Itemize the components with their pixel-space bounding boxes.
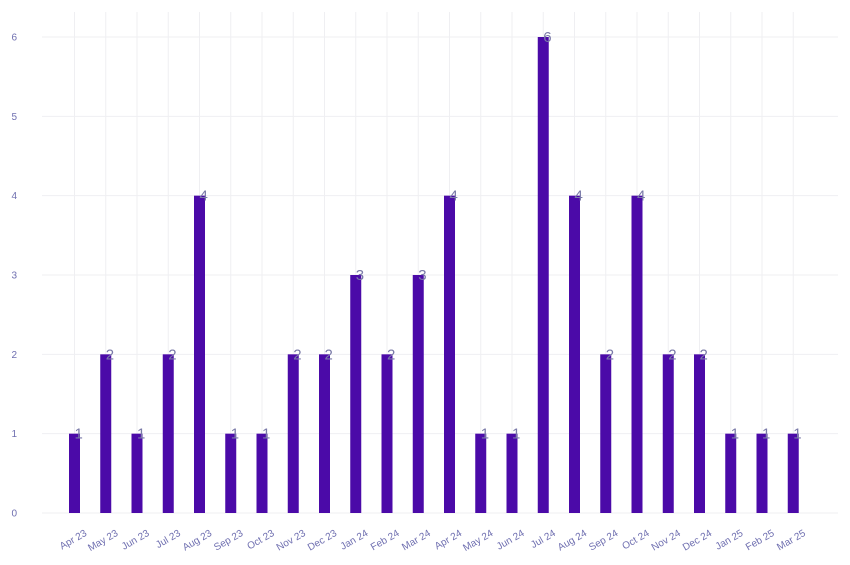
- bar: [444, 195, 455, 513]
- y-tick-label: 6: [11, 33, 17, 44]
- x-tick-label: Jul 24: [529, 528, 558, 551]
- x-tick-label: Oct 23: [245, 528, 276, 552]
- x-tick-label: Mar 24: [400, 528, 433, 553]
- bar: [412, 275, 424, 513]
- bar: [506, 433, 518, 513]
- y-tick-label: 3: [11, 271, 17, 282]
- bar-value-label: 2: [293, 346, 301, 363]
- bar: [319, 354, 330, 513]
- x-tick-label: Sep 24: [587, 528, 620, 554]
- bar-value-label: 4: [450, 188, 458, 205]
- bar-value-label: 3: [356, 267, 364, 284]
- x-tick-label: May 24: [461, 528, 495, 554]
- x-tick-label: Aug 23: [181, 528, 214, 554]
- x-tick-label: Dec 24: [681, 528, 714, 554]
- bar-value-label: 1: [481, 426, 489, 443]
- x-tick-label: Nov 24: [650, 528, 683, 554]
- bar-value-label: 4: [200, 188, 208, 205]
- bar-value-label: 1: [262, 426, 270, 443]
- x-tick-label: Dec 23: [306, 528, 339, 554]
- bar: [131, 433, 143, 513]
- x-tick-label: Sep 23: [212, 528, 245, 554]
- bar: [537, 37, 549, 513]
- x-tick-label: Jun 24: [495, 528, 527, 553]
- bar: [756, 433, 768, 513]
- bar: [225, 433, 237, 513]
- y-tick-label: 4: [11, 191, 17, 202]
- x-tick-label: Aug 24: [556, 528, 589, 554]
- bar-value-label: 1: [793, 426, 801, 443]
- bar: [569, 195, 580, 513]
- bar-value-label: 1: [75, 426, 83, 443]
- x-tick-label: Jan 24: [339, 528, 371, 553]
- bar-value-label: 2: [106, 346, 114, 363]
- bar: [475, 433, 487, 513]
- bar-value-label: 4: [637, 188, 645, 205]
- bar-value-label: 3: [418, 267, 426, 284]
- bar: [100, 354, 112, 513]
- bar: [69, 433, 80, 513]
- bar: [256, 433, 268, 513]
- bar-value-label: 6: [543, 29, 551, 46]
- bar: [662, 354, 674, 513]
- bar: [694, 354, 705, 513]
- bar: [287, 354, 299, 513]
- bar-value-label: 2: [325, 346, 333, 363]
- bar: [787, 433, 799, 513]
- y-tick-label: 1: [11, 429, 17, 440]
- bar: [381, 354, 393, 513]
- x-tick-label: Oct 24: [620, 528, 651, 552]
- grid-lines: [42, 12, 838, 514]
- y-axis: 0 1 2 3 4 5 6: [11, 33, 17, 520]
- bar-value-label: 1: [512, 426, 520, 443]
- x-tick-label: Mar 25: [775, 528, 808, 553]
- bar: [194, 195, 205, 513]
- bar: [162, 354, 174, 513]
- bar: [631, 195, 643, 513]
- y-tick-label: 0: [11, 509, 17, 520]
- bar-value-label: 4: [575, 188, 583, 205]
- x-tick-label: May 23: [86, 528, 120, 554]
- bar: [350, 275, 362, 513]
- data-labels: 1 2 1 2 4 1 1 2 2 3 2 3 4 1 1 6 4 2 4 2 2 1 1 1: [75, 29, 802, 443]
- x-tick-label: Jan 25: [714, 528, 746, 553]
- bar: [600, 354, 612, 513]
- bar-value-label: 2: [668, 346, 676, 363]
- x-tick-label: Apr 23: [58, 528, 89, 552]
- bar-value-label: 2: [387, 346, 395, 363]
- y-tick-label: 2: [11, 350, 17, 361]
- bar-value-label: 1: [137, 426, 145, 443]
- bar-value-label: 2: [606, 346, 614, 363]
- bar-value-label: 1: [231, 426, 239, 443]
- bar-value-label: 2: [168, 346, 176, 363]
- x-tick-label: Jun 23: [120, 528, 152, 553]
- x-tick-label: Feb 24: [369, 528, 402, 553]
- x-tick-label: Apr 24: [433, 528, 464, 552]
- x-tick-label: Jul 23: [154, 528, 183, 551]
- bar: [725, 433, 737, 513]
- x-tick-label: Nov 23: [275, 528, 308, 554]
- y-tick-label: 5: [11, 112, 17, 123]
- bars: [69, 37, 799, 513]
- bar-value-label: 1: [762, 426, 770, 443]
- bar-value-label: 1: [731, 426, 739, 443]
- x-tick-label: Feb 25: [744, 528, 777, 553]
- bar-value-label: 2: [700, 346, 708, 363]
